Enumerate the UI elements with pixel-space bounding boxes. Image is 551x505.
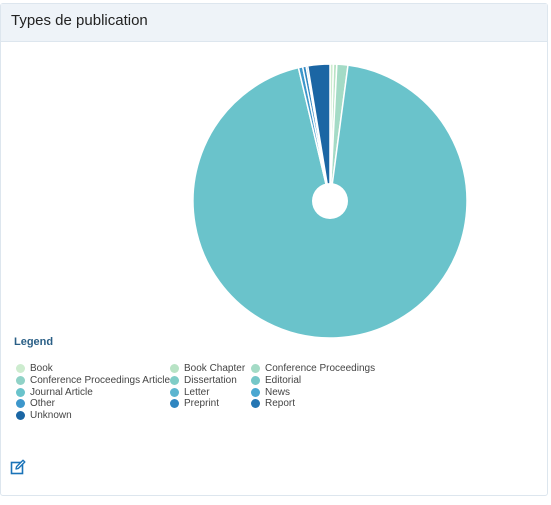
legend-item[interactable]: Conference Proceedings Article bbox=[16, 375, 170, 387]
legend-label: Conference Proceedings bbox=[265, 363, 376, 375]
legend-label: Preprint bbox=[184, 398, 220, 410]
legend-dot-icon bbox=[170, 364, 179, 374]
legend-dot-icon bbox=[251, 376, 260, 386]
legend-label: News bbox=[265, 386, 291, 398]
legend-dot-icon bbox=[16, 387, 25, 397]
legend-item[interactable]: News bbox=[251, 386, 411, 398]
legend-item[interactable]: Editorial bbox=[251, 375, 411, 387]
legend-dot-icon bbox=[170, 376, 179, 386]
legend-item[interactable]: Other bbox=[16, 398, 170, 410]
legend-item[interactable]: Preprint bbox=[170, 398, 251, 410]
legend-label: Unknown bbox=[30, 410, 72, 422]
pie-slice-unknown[interactable] bbox=[306, 63, 331, 202]
legend-label: Editorial bbox=[265, 375, 302, 387]
legend-label: Dissertation bbox=[184, 375, 237, 387]
legend-dot-icon bbox=[251, 387, 260, 397]
legend-item[interactable]: Book bbox=[16, 363, 170, 375]
legend-label: Report bbox=[265, 398, 296, 410]
donut-hole bbox=[312, 183, 348, 219]
legend-dot-icon bbox=[170, 387, 179, 397]
legend-dot-icon bbox=[170, 399, 179, 409]
legend-dot-icon bbox=[16, 376, 25, 386]
legend-dot-icon bbox=[16, 399, 25, 409]
legend-dot-icon bbox=[16, 411, 25, 421]
legend-item[interactable]: Report bbox=[251, 398, 411, 410]
chart-legend: Book Book Chapter Conference Proceedings Co… bbox=[16, 363, 411, 421]
edit-icon[interactable] bbox=[10, 459, 26, 475]
legend-dot-icon bbox=[251, 399, 260, 409]
panel-title: Types de publication bbox=[11, 12, 148, 29]
legend-label: Journal Article bbox=[30, 386, 93, 398]
legend-item[interactable]: Journal Article bbox=[16, 386, 170, 398]
legend-dot-icon bbox=[251, 364, 260, 374]
legend-item[interactable]: Conference Proceedings bbox=[251, 363, 411, 375]
legend-dot-icon bbox=[16, 364, 25, 374]
legend-item[interactable]: Unknown bbox=[16, 410, 170, 422]
legend-label: Other bbox=[30, 398, 56, 410]
legend-label: Book Chapter bbox=[184, 363, 246, 375]
panel-header: Types de publication bbox=[1, 4, 547, 42]
legend-label: Letter bbox=[184, 386, 210, 398]
legend-item[interactable]: Letter bbox=[170, 386, 251, 398]
legend-item[interactable]: Book Chapter bbox=[170, 363, 251, 375]
pie-chart bbox=[192, 63, 468, 338]
legend-label: Book bbox=[30, 363, 53, 375]
legend-item[interactable]: Dissertation bbox=[170, 375, 251, 387]
legend-label: Conference Proceedings Article bbox=[30, 375, 171, 387]
legend-title: Legend bbox=[14, 336, 54, 348]
